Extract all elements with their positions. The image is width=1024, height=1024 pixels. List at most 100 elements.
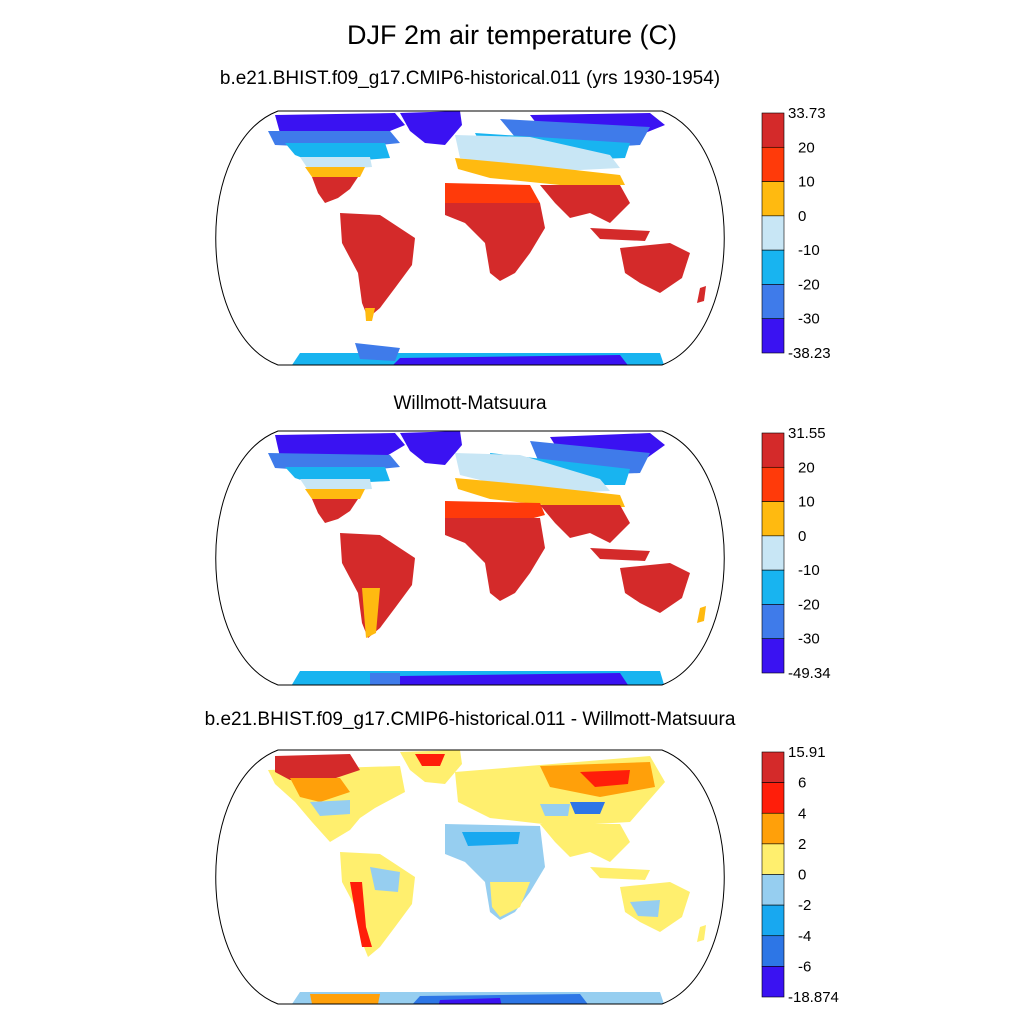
na-warm-bias [290,778,350,802]
colorbar-label: 20 [798,139,815,156]
greenland [400,431,462,465]
colorbar-swatch [761,751,785,783]
colorbar-swatches: 15.91 6 4 2 0 -2 -4 -6 -18.874 [761,744,839,1006]
panel-1-colorbar: 33.73 20 10 0 -10 -20 -30 -38.23 [761,105,831,362]
panel-2-title: Willmott-Matsuura [393,393,547,414]
south-america [340,213,415,318]
na-arctic [275,433,405,457]
antarctica-warm [310,994,380,1004]
colorbar-label: -38.23 [788,345,831,362]
colorbar-label: 2 [798,836,806,853]
south-america [340,533,415,638]
eurasia-warm [455,158,625,185]
colorbar-label: -20 [798,596,820,613]
colorbar-label: -10 [798,562,820,579]
na-arctic-bias [275,754,360,780]
colorbar-label: -30 [798,311,820,328]
colorbar-label: 4 [798,805,806,822]
colorbar-swatch [761,215,785,251]
colorbar-swatch [761,535,785,571]
figure-title: DJF 2m air temperature (C) [346,20,678,50]
antarctica-mid [370,673,400,685]
na-south [312,499,358,523]
colorbar-swatch [761,904,785,937]
africa-south-bias [490,882,530,917]
panel-1-title: b.e21.BHIST.f09_g17.CMIP6-historical.011… [219,68,721,89]
colorbar-label: -2 [798,897,811,914]
new-zealand [697,925,706,942]
south-asia [540,185,630,223]
south-asia [540,505,630,543]
colorbar-label: -6 [798,958,811,975]
colorbar-swatches: 33.73 20 10 0 -10 -20 -30 -38.23 [761,105,831,362]
colorbar-label: 10 [798,174,815,191]
south-america [340,852,415,957]
colorbar-swatch [761,874,785,906]
asia-cool-bias [540,804,570,816]
antarctic-peninsula [355,343,400,361]
australia [620,243,690,293]
colorbar-swatch [761,146,785,182]
colorbar-swatch [761,843,785,875]
panel-1-map [215,110,725,366]
antarctica [390,673,630,685]
colorbar-swatch [761,782,785,814]
australia-cool [630,900,660,917]
colorbar-swatch [761,569,785,605]
colorbar-swatch [761,112,785,148]
na-arctic [275,113,405,133]
colorbar-label: 0 [798,208,806,225]
colorbar-swatch [761,466,785,502]
panel-3-map [215,749,725,1005]
colorbar-label: -30 [798,631,820,648]
greenland-warm [415,754,445,766]
africa [445,518,545,601]
colorbar-label: -49.34 [788,665,831,682]
indonesia [590,228,650,241]
colorbar-label: -10 [798,242,820,259]
antarctica-very-cold [438,998,502,1004]
new-zealand [697,286,706,303]
na-cool [285,143,390,161]
colorbar-swatches: 31.55 20 10 0 -10 -20 -30 -49.34 [761,425,831,682]
panel-3-title: b.e21.BHIST.f09_g17.CMIP6-historical.011… [204,709,736,730]
south-asia [540,824,630,862]
colorbar-label: 31.55 [788,425,826,442]
colorbar-label: 33.73 [788,105,826,122]
colorbar-swatch [761,935,785,967]
andes-bias [350,882,372,947]
colorbar-swatch [761,249,785,285]
colorbar-label: -20 [798,276,820,293]
colorbar-label: -18.874 [788,989,839,1006]
colorbar-swatch [761,812,785,845]
panel-2-map [215,430,725,686]
colorbar-swatch [761,501,785,537]
na-south [312,177,358,203]
colorbar-swatch [761,966,785,998]
tibet-cold [570,802,605,814]
indonesia [590,548,650,561]
colorbar-swatch [761,604,785,640]
sahara-cold [462,832,520,846]
panel-3-colorbar: 15.91 6 4 2 0 -2 -4 -6 -18.874 [761,744,839,1006]
colorbar-swatch [761,181,785,217]
new-zealand [697,606,706,623]
greenland-bias [400,750,462,784]
colorbar-swatch [761,284,785,320]
siberia-hot [580,770,630,787]
africa [445,203,545,281]
indonesia [590,867,650,880]
sa-cool-bias [370,867,400,892]
colorbar-label: 0 [798,528,806,545]
na-warm [305,489,365,499]
eurasia-warm [455,478,625,507]
colorbar-swatch [761,318,785,354]
colorbar-label: 10 [798,494,815,511]
na-warm [305,167,365,177]
na-cold [268,453,400,471]
colorbar-label: 20 [798,459,815,476]
colorbar-label: 15.91 [788,744,826,761]
sa-tip [362,588,380,638]
na-cool-bias [310,800,350,816]
greenland [400,111,462,145]
